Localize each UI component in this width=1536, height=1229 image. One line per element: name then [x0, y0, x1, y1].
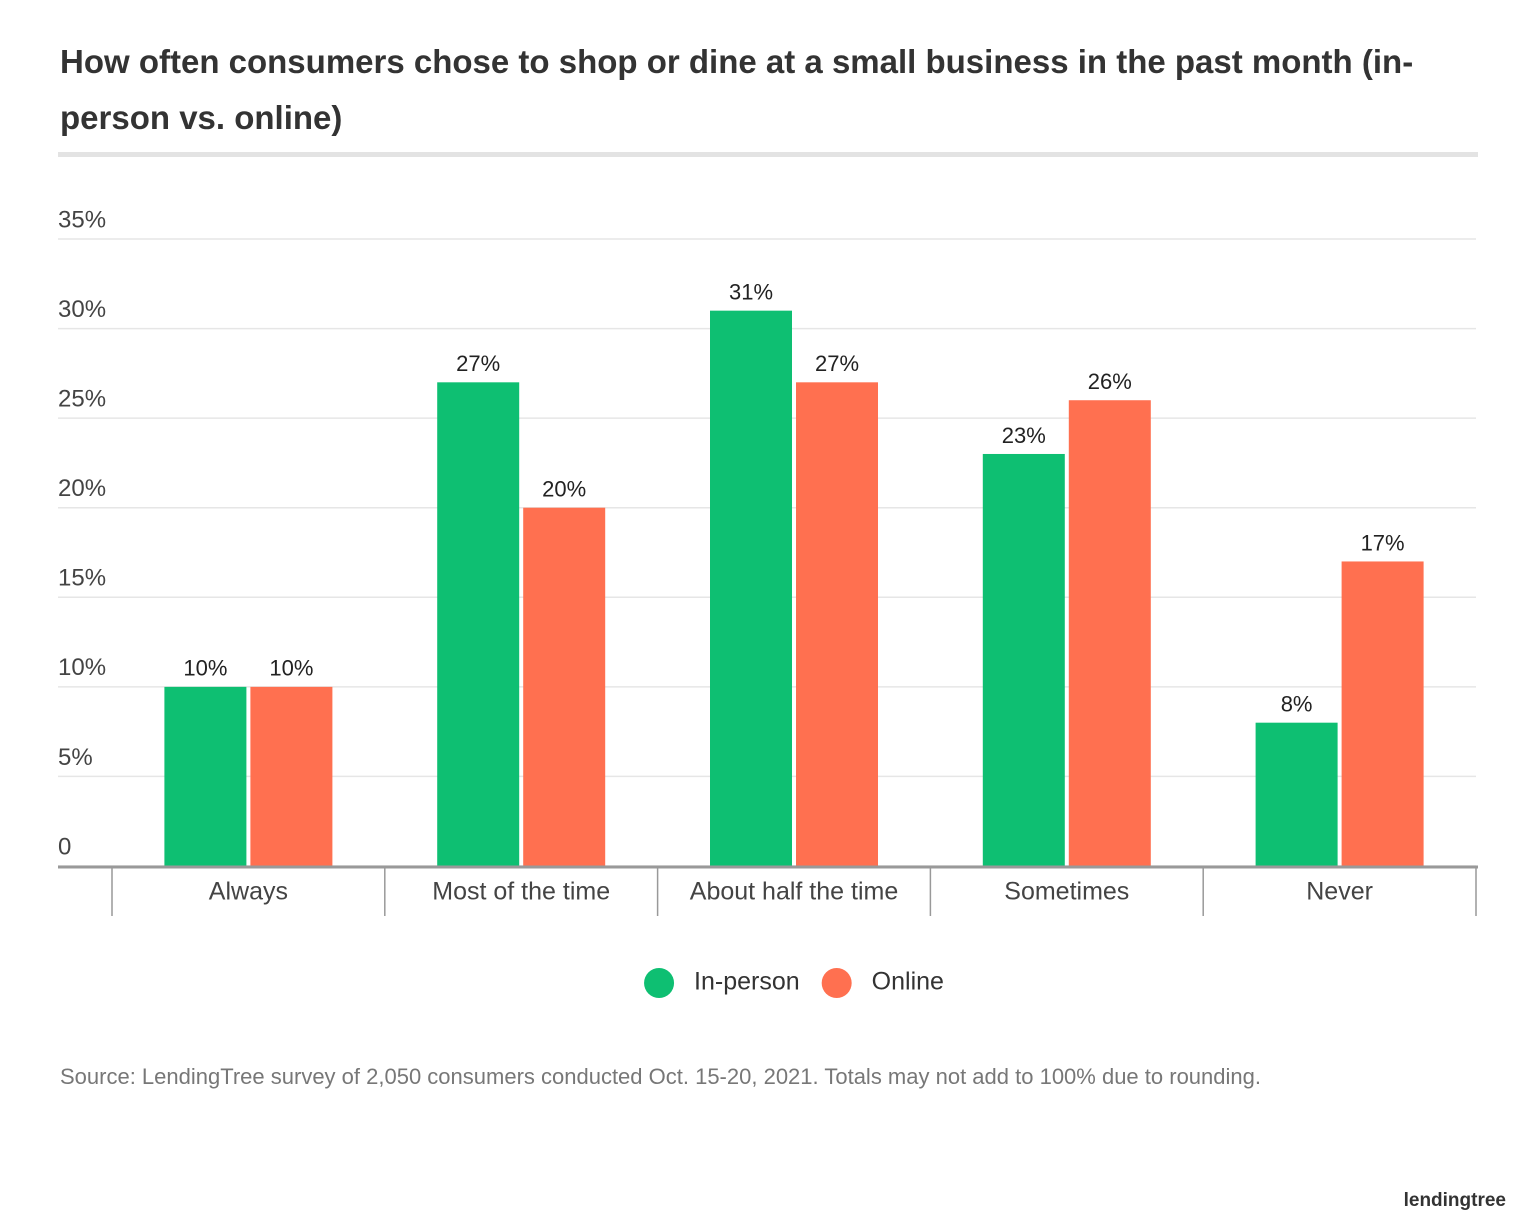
x-tick-label: Never — [1306, 878, 1373, 906]
x-tick-label: About half the time — [690, 878, 898, 906]
logo: lendingtree — [1403, 1190, 1506, 1211]
x-tick-label: Most of the time — [432, 878, 610, 906]
value-label: 26% — [1088, 369, 1132, 394]
bar — [982, 453, 1065, 866]
x-tick-label: Always — [209, 878, 288, 906]
title-rule — [58, 152, 1478, 157]
value-label: 17% — [1361, 530, 1405, 555]
value-label: 10% — [269, 656, 313, 681]
bar — [1341, 561, 1424, 866]
y-tick-label: 15% — [58, 565, 106, 592]
value-label: 10% — [183, 656, 227, 681]
bar — [523, 507, 606, 866]
legend-marker — [821, 968, 852, 998]
y-tick-label: 5% — [58, 744, 93, 771]
bar — [250, 686, 333, 866]
legend-label: Online — [872, 968, 944, 996]
bar — [1255, 722, 1338, 866]
bar — [710, 310, 792, 867]
value-label: 27% — [456, 351, 500, 376]
value-label: 23% — [1002, 423, 1046, 448]
source-note: Source: LendingTree survey of 2,050 cons… — [60, 1064, 1261, 1089]
legend-label: In-person — [694, 968, 800, 996]
chart-title: How often consumers chose to shop or din… — [60, 43, 1414, 136]
value-label: 31% — [729, 279, 773, 304]
x-tick-label: Sometimes — [1004, 878, 1129, 906]
value-label: 27% — [815, 351, 859, 376]
legend-marker — [644, 968, 675, 998]
bar — [164, 686, 247, 866]
bar — [437, 382, 520, 866]
bar — [796, 382, 878, 866]
value-label: 8% — [1281, 691, 1313, 716]
y-tick-label: 10% — [58, 654, 106, 681]
value-label: 20% — [542, 477, 586, 502]
y-tick-label: 0 — [58, 833, 71, 860]
y-tick-label: 35% — [58, 206, 106, 233]
bar — [1068, 400, 1151, 866]
y-tick-label: 30% — [58, 296, 106, 323]
y-tick-label: 25% — [58, 385, 106, 412]
y-tick-label: 20% — [58, 475, 106, 502]
